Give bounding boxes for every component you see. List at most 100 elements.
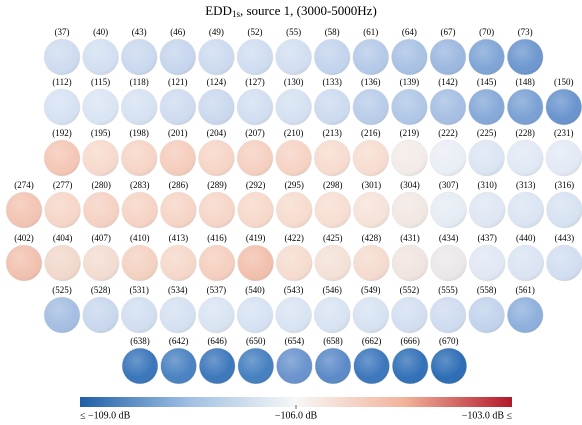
panel-label: (46) bbox=[170, 27, 185, 37]
panel-label: (49) bbox=[209, 27, 224, 37]
panel-label: (112) bbox=[52, 77, 71, 87]
sphere-shade bbox=[160, 245, 197, 281]
sphere-shade bbox=[507, 297, 544, 333]
sphere-shade bbox=[122, 348, 158, 384]
sphere-shade bbox=[275, 39, 312, 75]
panel-label: (204) bbox=[207, 128, 227, 138]
panel-label: (558) bbox=[477, 285, 497, 295]
panel-label: (549) bbox=[361, 285, 381, 295]
sphere-shade bbox=[121, 192, 158, 228]
panel-label: (222) bbox=[438, 128, 458, 138]
panel-label: (145) bbox=[477, 77, 497, 87]
panel-label: (213) bbox=[322, 128, 342, 138]
panel-label: (528) bbox=[91, 285, 111, 295]
sphere-shade bbox=[44, 245, 81, 281]
sphere-shade bbox=[391, 297, 428, 333]
sphere-shade bbox=[352, 297, 389, 333]
sphere-shade bbox=[468, 297, 505, 333]
sphere-shade bbox=[237, 245, 274, 281]
panel-label: (642) bbox=[169, 336, 189, 346]
panel-label: (228) bbox=[515, 128, 535, 138]
sphere-shade bbox=[159, 140, 196, 176]
sphere-shade bbox=[430, 39, 466, 75]
panel-label: (43) bbox=[132, 27, 147, 37]
sphere-shade bbox=[353, 192, 390, 228]
panel-label: (646) bbox=[207, 336, 227, 346]
sphere-shade bbox=[507, 192, 544, 228]
panel-label: (283) bbox=[130, 180, 150, 190]
panel-label: (638) bbox=[130, 336, 150, 346]
sphere-shade bbox=[275, 297, 312, 333]
panel-label: (219) bbox=[400, 128, 420, 138]
panel-label: (662) bbox=[362, 336, 382, 346]
sphere-shade bbox=[198, 89, 235, 125]
sphere-shade bbox=[391, 140, 428, 176]
sphere-shade bbox=[430, 89, 466, 125]
panel-label: (654) bbox=[285, 336, 305, 346]
panel-label: (58) bbox=[325, 27, 340, 37]
sphere-shade bbox=[44, 140, 80, 176]
panel-label: (410) bbox=[130, 233, 150, 243]
panel-label: (407) bbox=[91, 233, 111, 243]
panel-label: (198) bbox=[129, 128, 149, 138]
panel-label: (130) bbox=[284, 77, 304, 87]
panel-label: (413) bbox=[169, 233, 189, 243]
sphere-shade bbox=[121, 39, 158, 75]
panel-label: (443) bbox=[555, 233, 575, 243]
sphere-shade bbox=[469, 245, 506, 281]
sphere-shade bbox=[392, 245, 428, 281]
panel-label: (64) bbox=[402, 27, 417, 37]
panel-label: (225) bbox=[477, 128, 497, 138]
panel-label: (142) bbox=[438, 77, 458, 87]
panel-label: (195) bbox=[91, 128, 111, 138]
sphere-shade bbox=[159, 39, 196, 75]
sphere-shade bbox=[82, 89, 119, 125]
sphere-shade bbox=[545, 140, 582, 176]
sphere-shade bbox=[199, 192, 235, 228]
panel-label: (428) bbox=[362, 233, 382, 243]
sphere-shade bbox=[430, 245, 467, 281]
sphere-shade bbox=[430, 140, 466, 176]
panel-label: (121) bbox=[168, 77, 188, 87]
panel-label: (192) bbox=[52, 128, 72, 138]
panel-label: (431) bbox=[400, 233, 420, 243]
sphere-shade bbox=[159, 297, 196, 333]
sphere-shade bbox=[121, 297, 158, 333]
panel-label: (422) bbox=[284, 233, 304, 243]
panel-label: (52) bbox=[248, 27, 263, 37]
panel-label: (561) bbox=[515, 285, 535, 295]
sphere-shade bbox=[546, 192, 582, 228]
sphere-shade bbox=[275, 89, 312, 125]
sphere-shade bbox=[507, 89, 544, 125]
panel-label: (537) bbox=[207, 285, 227, 295]
panel-label: (295) bbox=[284, 180, 304, 190]
sphere-shade bbox=[352, 39, 389, 75]
sphere-shade bbox=[314, 89, 351, 125]
panel-label: (277) bbox=[53, 180, 73, 190]
sphere-shade bbox=[83, 192, 120, 228]
sphere-shade bbox=[160, 192, 197, 228]
panel-label: (139) bbox=[400, 77, 420, 87]
panel-label: (531) bbox=[129, 285, 149, 295]
panel-label: (55) bbox=[286, 27, 301, 37]
sphere-shade bbox=[352, 140, 389, 176]
sphere-shade bbox=[160, 348, 197, 384]
colorbar-label: −106.0 dB bbox=[275, 410, 318, 421]
sphere-shade bbox=[392, 192, 428, 228]
sphere-shade bbox=[121, 245, 158, 281]
sphere-shade bbox=[44, 89, 80, 125]
panel-label: (40) bbox=[93, 27, 108, 37]
panel-label: (150) bbox=[554, 77, 574, 87]
panel-label: (286) bbox=[169, 180, 189, 190]
sphere-shade bbox=[507, 140, 544, 176]
sphere-shade bbox=[198, 140, 235, 176]
panel-label: (658) bbox=[323, 336, 343, 346]
panel-label: (231) bbox=[554, 128, 574, 138]
colorbar-label: −103.0 dB ≤ bbox=[462, 410, 513, 421]
panel-label: (416) bbox=[207, 233, 227, 243]
panel-label: (307) bbox=[439, 180, 459, 190]
panel-label: (148) bbox=[515, 77, 535, 87]
sphere-shade bbox=[314, 245, 351, 281]
sphere-shade bbox=[353, 348, 390, 384]
panel-label: (525) bbox=[52, 285, 72, 295]
